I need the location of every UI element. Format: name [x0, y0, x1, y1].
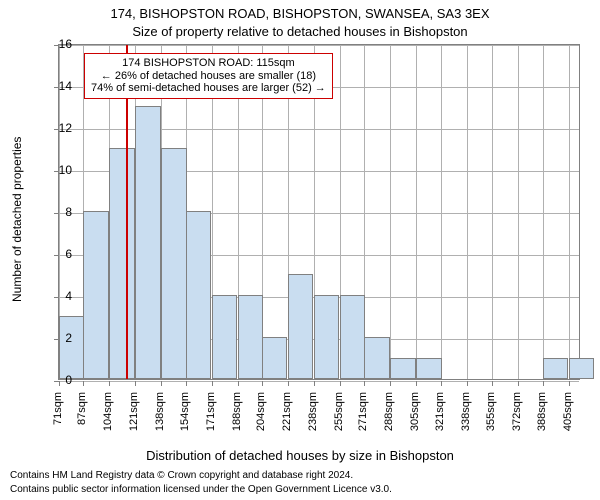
xtick-mark: [288, 381, 289, 386]
gridline-v: [390, 45, 391, 379]
xtick-mark: [262, 381, 263, 386]
ytick-label: 0: [32, 373, 72, 387]
plot-wrap: 174 BISHOPSTON ROAD: 115sqm← 26% of deta…: [58, 44, 580, 380]
xtick-mark: [238, 381, 239, 386]
gridline-v: [467, 45, 468, 379]
xtick-label: 221sqm: [281, 392, 293, 452]
xtick-mark: [186, 381, 187, 386]
y-axis-label: Number of detached properties: [10, 137, 24, 302]
xtick-label: 388sqm: [536, 392, 548, 452]
xtick-label: 255sqm: [333, 392, 345, 452]
x-axis-label: Distribution of detached houses by size …: [0, 448, 600, 463]
xtick-mark: [161, 381, 162, 386]
ytick-label: 16: [32, 37, 72, 51]
xtick-label: 154sqm: [179, 392, 191, 452]
histogram-bar: [340, 295, 365, 379]
footer-copyright: Contains HM Land Registry data © Crown c…: [10, 470, 353, 482]
xtick-label: 121sqm: [128, 392, 140, 452]
xtick-label: 138sqm: [154, 392, 166, 452]
histogram-bar: [364, 337, 389, 379]
histogram-bar: [109, 148, 134, 379]
xtick-mark: [492, 381, 493, 386]
annotation-line1: 174 BISHOPSTON ROAD: 115sqm: [91, 57, 326, 70]
xtick-label: 271sqm: [357, 392, 369, 452]
xtick-mark: [314, 381, 315, 386]
histogram-bar: [59, 316, 84, 379]
xtick-label: 71sqm: [52, 392, 64, 452]
xtick-mark: [441, 381, 442, 386]
xtick-label: 338sqm: [460, 392, 472, 452]
ytick-label: 14: [32, 79, 72, 93]
xtick-label: 204sqm: [255, 392, 267, 452]
xtick-label: 405sqm: [562, 392, 574, 452]
gridline-h: [59, 381, 579, 382]
histogram-bar: [212, 295, 237, 379]
xtick-mark: [569, 381, 570, 386]
ytick-label: 4: [32, 289, 72, 303]
histogram-bar: [569, 358, 594, 379]
xtick-label: 321sqm: [434, 392, 446, 452]
xtick-label: 372sqm: [511, 392, 523, 452]
ytick-label: 6: [32, 247, 72, 261]
footer-licence: Contains public sector information licen…: [10, 484, 392, 496]
xtick-label: 288sqm: [383, 392, 395, 452]
gridline-h: [59, 45, 579, 46]
xtick-label: 238sqm: [307, 392, 319, 452]
ytick-label: 2: [32, 331, 72, 345]
xtick-label: 188sqm: [231, 392, 243, 452]
histogram-bar: [543, 358, 568, 379]
histogram-bar: [262, 337, 287, 379]
histogram-bar: [135, 106, 160, 379]
xtick-mark: [467, 381, 468, 386]
gridline-v: [441, 45, 442, 379]
gridline-v: [492, 45, 493, 379]
xtick-label: 171sqm: [205, 392, 217, 452]
histogram-bar: [288, 274, 313, 379]
xtick-mark: [212, 381, 213, 386]
ytick-label: 10: [32, 163, 72, 177]
histogram-bar: [390, 358, 415, 379]
xtick-label: 87sqm: [76, 392, 88, 452]
xtick-label: 355sqm: [485, 392, 497, 452]
annotation-box: 174 BISHOPSTON ROAD: 115sqm← 26% of deta…: [84, 53, 333, 99]
histogram-bar: [83, 211, 108, 379]
chart-title-address: 174, BISHOPSTON ROAD, BISHOPSTON, SWANSE…: [0, 6, 600, 21]
histogram-bar: [416, 358, 441, 379]
histogram-bar: [161, 148, 186, 379]
gridline-v: [518, 45, 519, 379]
annotation-line3: 74% of semi-detached houses are larger (…: [91, 82, 326, 95]
ytick-label: 12: [32, 121, 72, 135]
histogram-bar: [186, 211, 211, 379]
xtick-mark: [416, 381, 417, 386]
histogram-bar: [314, 295, 339, 379]
gridline-v: [416, 45, 417, 379]
xtick-mark: [364, 381, 365, 386]
xtick-label: 104sqm: [102, 392, 114, 452]
ytick-label: 8: [32, 205, 72, 219]
gridline-v: [543, 45, 544, 379]
histogram-bar: [238, 295, 263, 379]
xtick-mark: [135, 381, 136, 386]
histogram-plot: 174 BISHOPSTON ROAD: 115sqm← 26% of deta…: [58, 44, 580, 380]
chart-title-subtitle: Size of property relative to detached ho…: [0, 24, 600, 39]
annotation-line2: ← 26% of detached houses are smaller (18…: [91, 70, 326, 83]
xtick-label: 305sqm: [409, 392, 421, 452]
xtick-mark: [518, 381, 519, 386]
xtick-mark: [543, 381, 544, 386]
gridline-v: [569, 45, 570, 379]
xtick-mark: [340, 381, 341, 386]
xtick-mark: [390, 381, 391, 386]
xtick-mark: [83, 381, 84, 386]
xtick-mark: [109, 381, 110, 386]
